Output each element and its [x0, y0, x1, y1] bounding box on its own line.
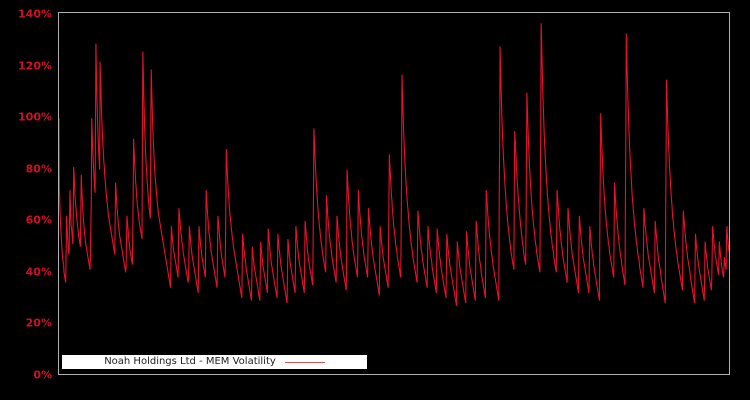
volatility-series [59, 13, 729, 374]
y-tick-120: 120% [18, 59, 52, 73]
y-axis-tick-labels: 0% 20% 40% 60% 80% 100% 120% 140% [0, 0, 52, 400]
y-tick-60: 60% [25, 213, 52, 227]
y-tick-100: 100% [18, 110, 52, 124]
plot-area [58, 12, 730, 375]
legend-label: Noah Holdings Ltd - MEM Volatility [104, 356, 276, 367]
y-tick-20: 20% [25, 316, 52, 330]
y-tick-0: 0% [33, 368, 52, 382]
chart-legend[interactable]: Noah Holdings Ltd - MEM Volatility [62, 355, 367, 369]
legend-line-swatch [284, 361, 325, 363]
series-path [59, 23, 729, 305]
y-tick-40: 40% [25, 265, 52, 279]
y-tick-140: 140% [18, 7, 52, 21]
y-tick-80: 80% [25, 162, 52, 176]
